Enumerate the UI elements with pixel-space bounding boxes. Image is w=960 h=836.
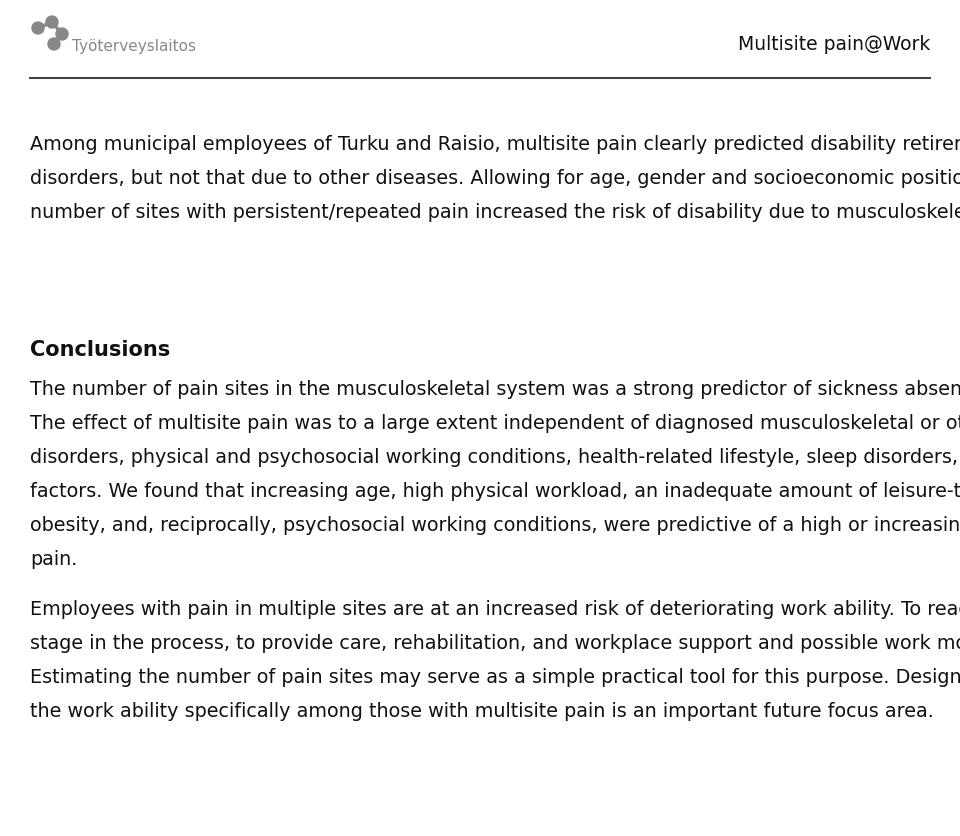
Text: Multisite pain@Work: Multisite pain@Work: [737, 35, 930, 54]
Circle shape: [46, 16, 58, 28]
Text: number of sites with persistent/repeated pain increased the risk of disability d: number of sites with persistent/repeated…: [30, 203, 960, 222]
Text: the work ability specifically among those with multisite pain is an important fu: the work ability specifically among thos…: [30, 702, 934, 721]
Text: Työterveyslaitos: Työterveyslaitos: [72, 39, 196, 54]
Text: Conclusions: Conclusions: [30, 340, 170, 360]
Circle shape: [32, 22, 44, 34]
Text: stage in the process, to provide care, rehabilitation, and workplace support and: stage in the process, to provide care, r…: [30, 634, 960, 653]
Circle shape: [48, 38, 60, 50]
Text: disorders, physical and psychosocial working conditions, health-related lifestyl: disorders, physical and psychosocial wor…: [30, 448, 960, 467]
Text: pain.: pain.: [30, 550, 78, 569]
Text: factors. We found that increasing age, high physical workload, an inadequate amo: factors. We found that increasing age, h…: [30, 482, 960, 501]
Text: Among municipal employees of Turku and Raisio, multisite pain clearly predicted : Among municipal employees of Turku and R…: [30, 135, 960, 154]
Text: The number of pain sites in the musculoskeletal system was a strong predictor of: The number of pain sites in the musculos…: [30, 380, 960, 399]
Text: Estimating the number of pain sites may serve as a simple practical tool for thi: Estimating the number of pain sites may …: [30, 668, 960, 687]
Text: obesity, and, reciprocally, psychosocial working conditions, were predictive of : obesity, and, reciprocally, psychosocial…: [30, 516, 960, 535]
Text: Employees with pain in multiple sites are at an increased risk of deteriorating : Employees with pain in multiple sites ar…: [30, 600, 960, 619]
Circle shape: [56, 28, 68, 40]
Text: The effect of multisite pain was to a large extent independent of diagnosed musc: The effect of multisite pain was to a la…: [30, 414, 960, 433]
Text: disorders, but not that due to other diseases. Allowing for age, gender and soci: disorders, but not that due to other dis…: [30, 169, 960, 188]
